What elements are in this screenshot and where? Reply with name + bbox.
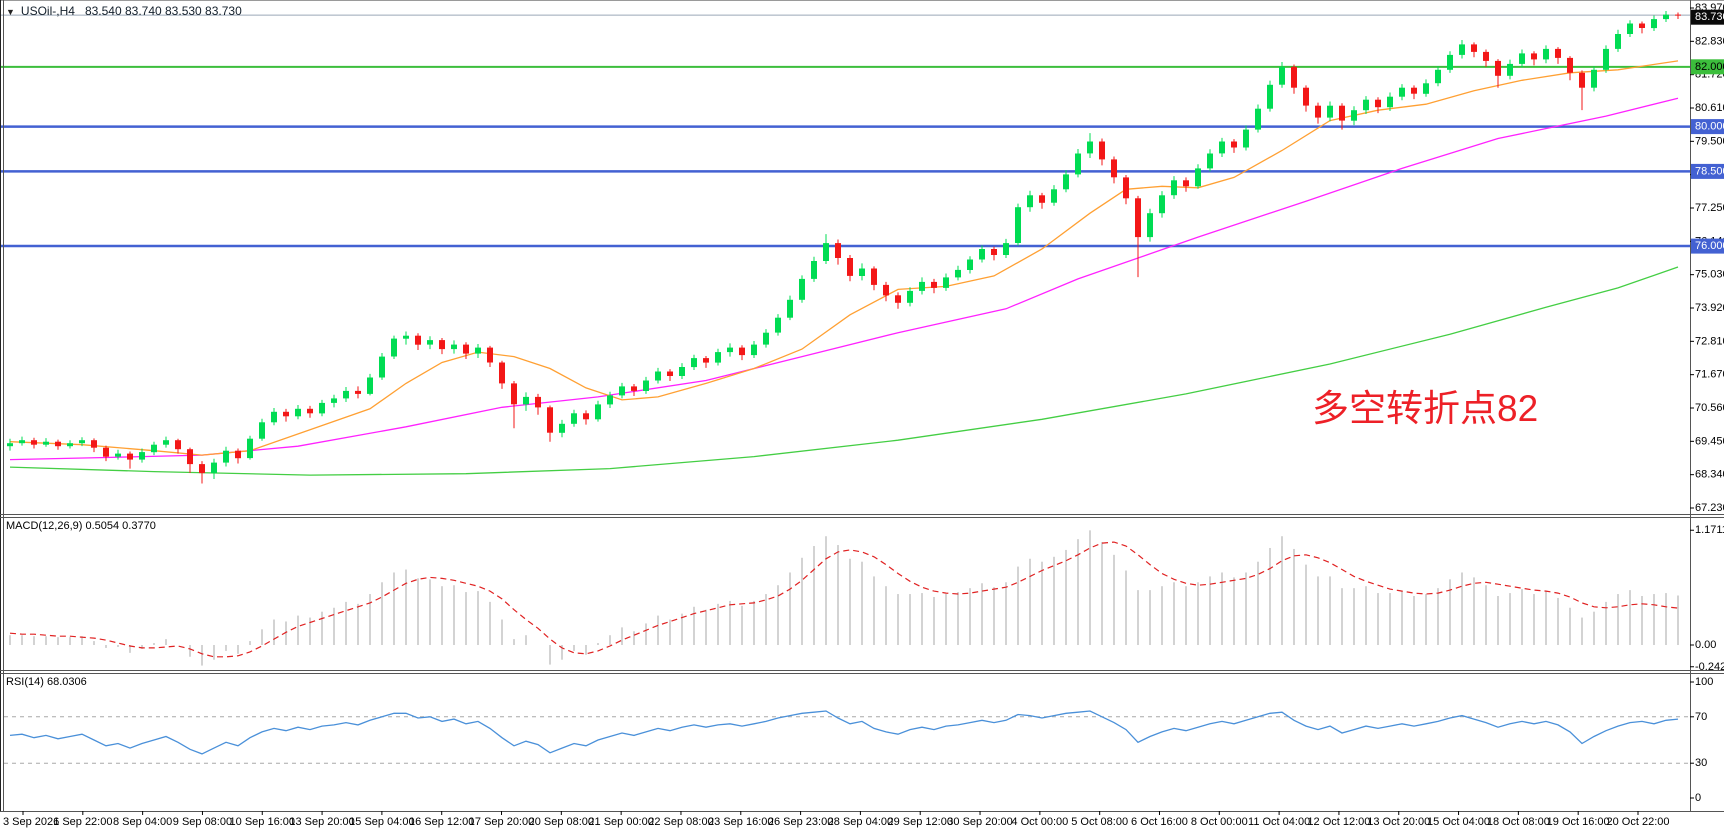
symbol-timeframe-label: USOil-,H4: [20, 4, 75, 18]
svg-text:9 Sep 08:00: 9 Sep 08:00: [173, 816, 232, 828]
svg-text:11 Oct 04:00: 11 Oct 04:00: [1248, 816, 1310, 828]
svg-text:20 Sep 08:00: 20 Sep 08:00: [529, 816, 594, 828]
rsi-axis: 100 70 30 0: [1690, 676, 1713, 804]
macd-axis: 1.1711 0.00 -0.2424: [1690, 524, 1724, 673]
chart-title: ▼ USOil-,H4 83.540 83.740 83.530 83.730: [6, 4, 242, 18]
svg-text:12 Oct 12:00: 12 Oct 12:00: [1307, 816, 1370, 828]
svg-text:13 Oct 20:00: 13 Oct 20:00: [1367, 816, 1430, 828]
svg-text:83.730: 83.730: [1695, 11, 1724, 23]
svg-text:-0.2424: -0.2424: [1695, 661, 1724, 673]
svg-text:82.830: 82.830: [1695, 35, 1724, 47]
svg-text:26 Sep 23:00: 26 Sep 23:00: [768, 816, 833, 828]
svg-text:77.250: 77.250: [1695, 202, 1724, 214]
svg-text:22 Sep 08:00: 22 Sep 08:00: [648, 816, 713, 828]
macd-signal-line: [9, 541, 1679, 658]
svg-text:3 Sep 2021: 3 Sep 2021: [3, 816, 59, 828]
svg-text:76.000: 76.000: [1695, 240, 1724, 252]
svg-text:78.500: 78.500: [1695, 165, 1724, 177]
svg-text:5 Oct 08:00: 5 Oct 08:00: [1071, 816, 1128, 828]
svg-text:79.500: 79.500: [1695, 135, 1724, 147]
macd-indicator-label: MACD(12,26,9) 0.5054 0.3770: [6, 520, 156, 532]
svg-text:30 Sep 20:00: 30 Sep 20:00: [947, 816, 1012, 828]
svg-text:19 Oct 16:00: 19 Oct 16:00: [1547, 816, 1610, 828]
horizontal-level-lines: [0, 14, 1690, 248]
svg-text:8 Oct 00:00: 8 Oct 00:00: [1191, 816, 1248, 828]
svg-text:17 Sep 20:00: 17 Sep 20:00: [469, 816, 534, 828]
svg-text:0: 0: [1695, 792, 1701, 804]
svg-text:20 Oct 22:00: 20 Oct 22:00: [1607, 816, 1670, 828]
price-axis[interactable]: 83.97082.83081.72080.61079.50078.39077.2…: [1690, 2, 1724, 514]
symbol-dropdown-icon[interactable]: ▼: [6, 7, 15, 17]
svg-text:16 Sep 12:00: 16 Sep 12:00: [409, 816, 474, 828]
svg-text:10 Sep 16:00: 10 Sep 16:00: [230, 816, 295, 828]
svg-text:29 Sep 12:00: 29 Sep 12:00: [887, 816, 952, 828]
rsi-line: [9, 710, 1679, 755]
svg-text:72.810: 72.810: [1695, 335, 1724, 347]
svg-text:6 Oct 16:00: 6 Oct 16:00: [1131, 816, 1188, 828]
price-badges: 83.730 82.000 80.000 78.500 76.000: [1691, 9, 1724, 254]
svg-text:0.00: 0.00: [1695, 639, 1716, 651]
svg-text:15 Oct 04:00: 15 Oct 04:00: [1427, 816, 1490, 828]
rsi-indicator-label: RSI(14) 68.0306: [6, 676, 87, 688]
svg-text:8 Sep 04:00: 8 Sep 04:00: [113, 816, 172, 828]
svg-text:28 Sep 04:00: 28 Sep 04:00: [828, 816, 893, 828]
svg-text:6 Sep 22:00: 6 Sep 22:00: [53, 816, 112, 828]
svg-text:70.560: 70.560: [1695, 402, 1724, 414]
svg-text:30: 30: [1695, 757, 1707, 769]
svg-text:80.000: 80.000: [1695, 121, 1724, 133]
svg-text:69.450: 69.450: [1695, 435, 1724, 447]
svg-text:18 Oct 08:00: 18 Oct 08:00: [1487, 816, 1550, 828]
annotation-text: 多空转折点82: [1312, 388, 1539, 429]
svg-text:75.030: 75.030: [1695, 269, 1724, 281]
svg-text:13 Sep 20:00: 13 Sep 20:00: [289, 816, 354, 828]
svg-text:70: 70: [1695, 711, 1707, 723]
svg-text:73.920: 73.920: [1695, 302, 1724, 314]
svg-text:67.230: 67.230: [1695, 502, 1724, 514]
svg-text:21 Sep 00:00: 21 Sep 00:00: [588, 816, 653, 828]
svg-text:1.1711: 1.1711: [1695, 524, 1724, 536]
svg-text:71.670: 71.670: [1695, 369, 1724, 381]
svg-text:80.610: 80.610: [1695, 102, 1724, 114]
svg-text:68.340: 68.340: [1695, 469, 1724, 481]
candles-layer: [7, 10, 1681, 484]
svg-text:4 Oct 00:00: 4 Oct 00:00: [1011, 816, 1068, 828]
svg-text:100: 100: [1695, 676, 1713, 688]
svg-text:82.000: 82.000: [1695, 61, 1724, 73]
svg-text:23 Sep 16:00: 23 Sep 16:00: [708, 816, 773, 828]
svg-text:15 Sep 04:00: 15 Sep 04:00: [349, 816, 414, 828]
ohlc-values: 83.540 83.740 83.530 83.730: [84, 4, 242, 18]
